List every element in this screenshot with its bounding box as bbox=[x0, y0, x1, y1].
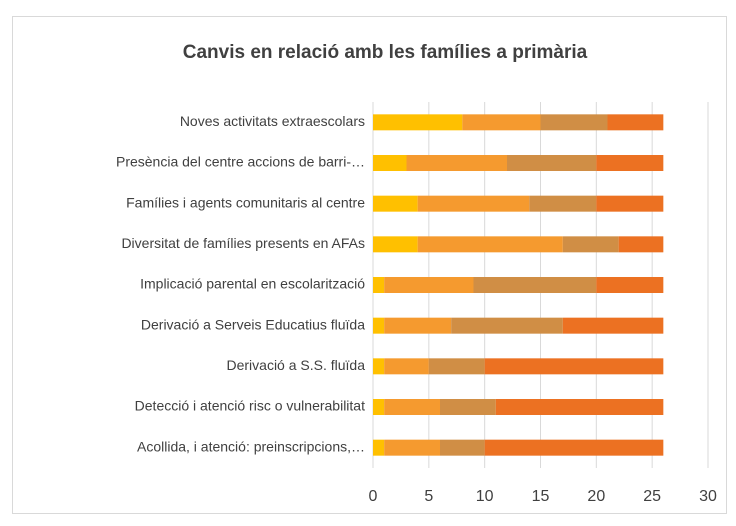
bar-segment bbox=[373, 277, 385, 293]
x-tick-label: 0 bbox=[369, 488, 378, 505]
y-tick-label: Implicació parental en escolarització bbox=[140, 276, 365, 292]
bar-segment bbox=[373, 439, 385, 456]
bar-segment bbox=[596, 195, 664, 212]
y-tick-label: Noves activitats extraescolars bbox=[180, 113, 365, 129]
bar-segment bbox=[473, 277, 597, 293]
bar-segment bbox=[417, 195, 530, 212]
y-tick-label: Presència del centre accions de barri-… bbox=[116, 154, 365, 170]
bar-segment bbox=[440, 399, 496, 415]
bar-segment bbox=[384, 399, 440, 415]
bar-segment bbox=[607, 114, 664, 131]
bar-segment bbox=[373, 358, 385, 375]
y-tick-label: Diversitat de famílies presents en AFAs bbox=[121, 235, 365, 251]
bar-segment bbox=[406, 155, 507, 171]
bar-segment bbox=[440, 439, 485, 456]
bar-segment bbox=[618, 236, 664, 253]
x-tick-label: 20 bbox=[587, 488, 605, 505]
bar-segment bbox=[462, 114, 541, 131]
y-tick-label: Derivació a S.S. fluïda bbox=[226, 357, 365, 373]
bar-segment bbox=[373, 114, 463, 131]
bar-segment bbox=[384, 439, 440, 456]
bar-segment bbox=[495, 399, 664, 415]
y-tick-label: Derivació a Serveis Educatius fluïda bbox=[141, 316, 365, 332]
x-tick-label: 25 bbox=[643, 488, 661, 505]
bar-segment bbox=[484, 358, 664, 375]
bar-segment bbox=[428, 358, 485, 375]
bar-segment bbox=[384, 317, 452, 334]
bar-segment bbox=[484, 439, 664, 456]
y-tick-label: Acollida, i atenció: preinscripcions,… bbox=[137, 438, 365, 454]
x-tick-label: 5 bbox=[424, 488, 433, 505]
bar-segment bbox=[373, 155, 407, 171]
bar-segment bbox=[562, 236, 619, 253]
bar-segment bbox=[529, 195, 597, 212]
bar-segment bbox=[596, 277, 664, 293]
bar-segment bbox=[540, 114, 608, 131]
bar-segment bbox=[373, 236, 418, 253]
x-tick-label: 15 bbox=[532, 488, 550, 505]
bar-segment bbox=[507, 155, 597, 171]
x-tick-label: 10 bbox=[476, 488, 494, 505]
bar-segment bbox=[384, 277, 474, 293]
bar-segment bbox=[373, 399, 385, 415]
chart-frame bbox=[12, 16, 727, 514]
y-tick-label: Famílies i agents comunitaris al centre bbox=[126, 194, 365, 210]
x-tick-label: 30 bbox=[699, 488, 717, 505]
y-tick-label: Detecció i atenció risc o vulnerabilitat bbox=[135, 398, 365, 414]
bar-segment bbox=[451, 317, 563, 334]
bar-segment bbox=[373, 195, 418, 212]
bar-segment bbox=[373, 317, 385, 334]
bar-segment bbox=[596, 155, 664, 171]
bar-segment bbox=[417, 236, 563, 253]
bar-segment bbox=[384, 358, 429, 375]
chart-title: Canvis en relació amb les famílies a pri… bbox=[183, 42, 588, 63]
bar-segment bbox=[562, 317, 664, 334]
